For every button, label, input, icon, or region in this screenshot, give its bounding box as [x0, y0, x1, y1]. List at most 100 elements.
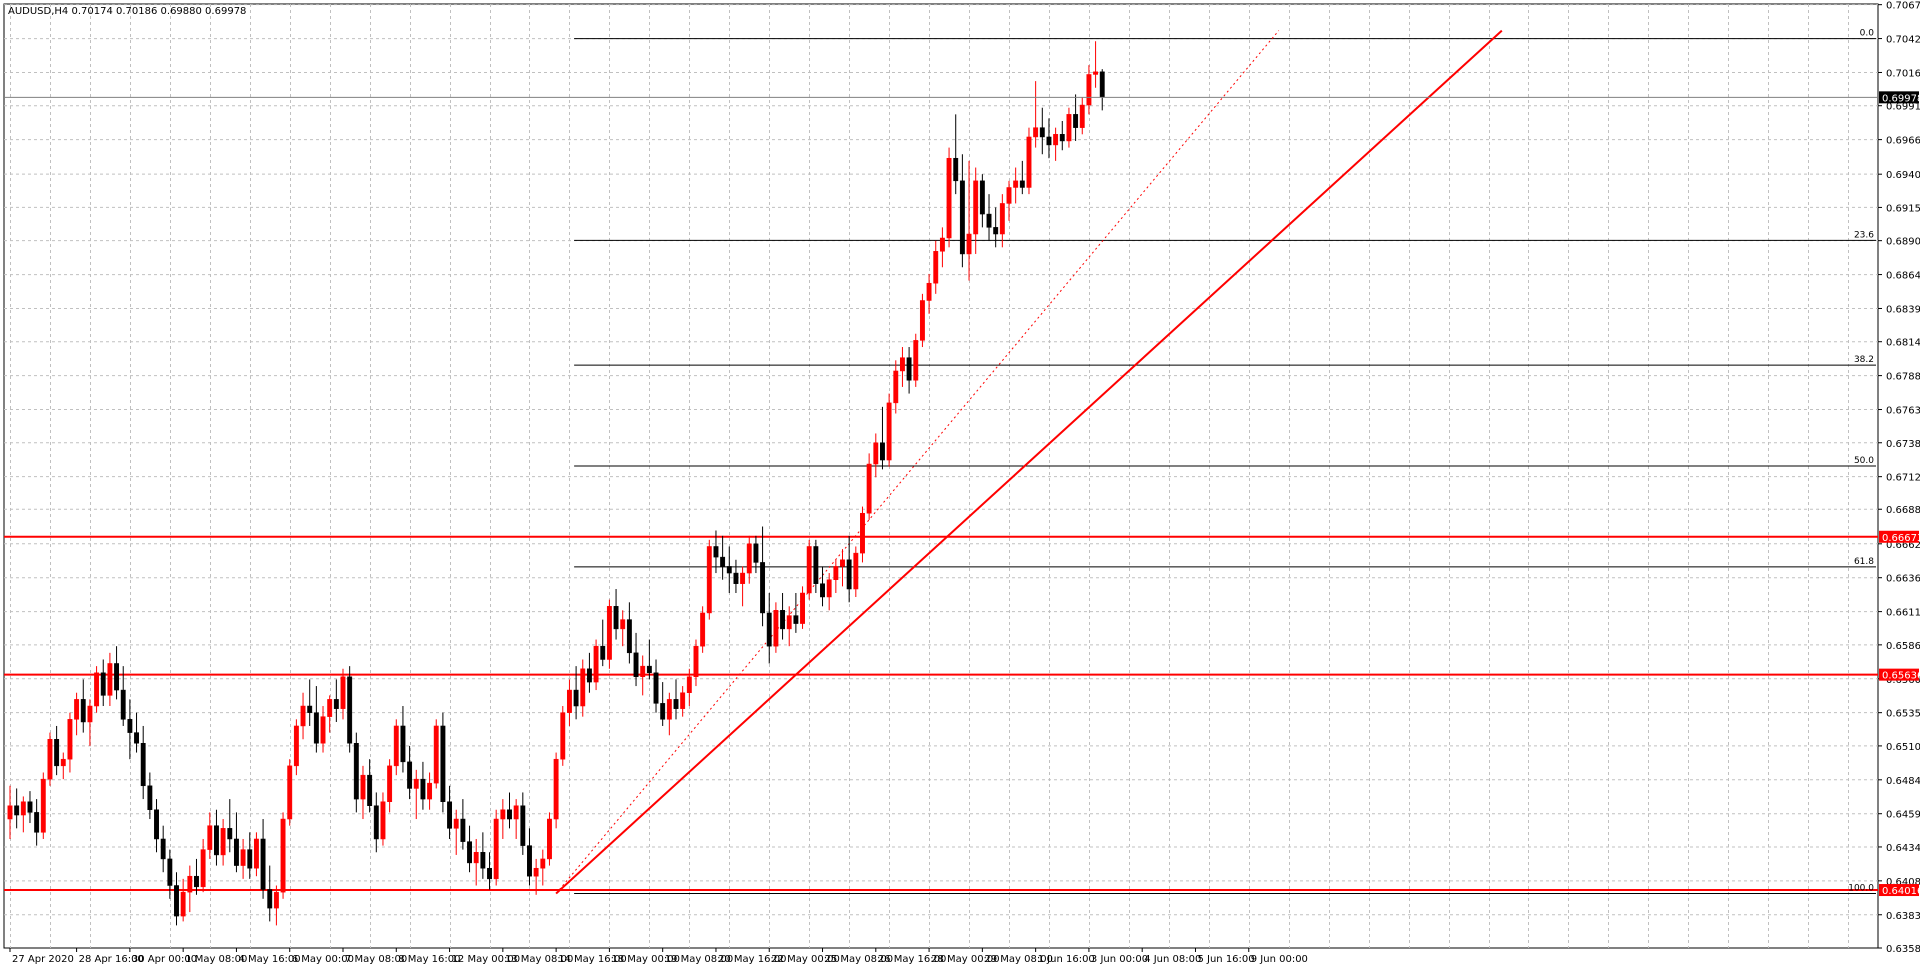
candle — [913, 333, 919, 387]
candle — [1099, 69, 1105, 111]
candle-body — [154, 809, 159, 840]
y-tick-label: 0.68645 — [1886, 271, 1920, 282]
symbol-info-label: AUDUSD,H4 0.70174 0.70186 0.69880 0.6997… — [8, 6, 247, 17]
candle-body — [979, 180, 985, 215]
candle-body — [853, 552, 859, 590]
candle — [613, 589, 619, 640]
trendline[interactable] — [555, 29, 1503, 895]
candle — [393, 719, 399, 776]
candle-body — [327, 699, 333, 717]
candle-body — [866, 463, 872, 514]
candle-body — [586, 668, 592, 683]
candle — [27, 791, 33, 824]
candle-body — [640, 665, 646, 678]
candle — [40, 772, 46, 839]
candle — [733, 559, 739, 594]
candle-body — [633, 652, 639, 678]
candle — [493, 809, 499, 886]
candle-body — [593, 645, 599, 683]
candle — [553, 752, 559, 829]
candle — [1046, 118, 1052, 159]
candle — [706, 539, 712, 620]
candle-body — [280, 818, 286, 893]
trend-line — [555, 29, 1503, 895]
candle — [233, 812, 239, 873]
candle-body — [47, 739, 53, 780]
candle — [473, 838, 479, 886]
candle — [107, 652, 113, 707]
level-price-tag-label: 0.65636 — [1882, 671, 1920, 682]
candle — [114, 646, 120, 700]
candle — [979, 174, 985, 228]
candle-body — [293, 725, 299, 767]
candle-body — [87, 705, 93, 723]
candle — [973, 167, 979, 254]
candle — [320, 706, 326, 753]
y-tick-label: 0.67885 — [1886, 372, 1920, 383]
candle-body — [520, 805, 526, 846]
candle — [760, 526, 766, 627]
y-tick-label: 0.67125 — [1886, 473, 1920, 484]
x-tick-label: 28 Apr 16:00 — [79, 954, 144, 965]
candle — [573, 666, 579, 720]
candle-body — [626, 619, 632, 654]
candle-body — [840, 559, 845, 567]
candle — [580, 659, 586, 717]
current-price-tag — [1879, 91, 1919, 104]
candle — [886, 393, 892, 467]
candle — [307, 679, 313, 726]
candle-body — [660, 703, 666, 720]
fib-level-label: 23.6 — [1854, 230, 1874, 240]
candle-body — [247, 849, 253, 869]
candle-body — [946, 157, 952, 239]
candle — [214, 809, 219, 866]
candle — [1073, 94, 1079, 141]
candle — [1026, 127, 1032, 195]
candle — [60, 752, 66, 780]
candle-body — [427, 782, 433, 800]
candle-body — [220, 828, 226, 856]
candle-body — [120, 689, 126, 720]
candle-body — [313, 712, 319, 744]
candle-body — [480, 852, 486, 869]
candle — [253, 832, 259, 877]
candle-body — [706, 546, 712, 614]
fibonacci-retracement[interactable]: 0.0 23.6 38.2 50.0 61.8 100.0 — [555, 29, 1876, 894]
candle-body — [886, 402, 892, 461]
candle-body — [433, 725, 439, 784]
candle — [653, 659, 659, 713]
candle — [447, 785, 453, 839]
candle-body — [393, 725, 399, 767]
candle-body — [467, 841, 472, 864]
candle-body — [1073, 114, 1079, 128]
candle-body — [14, 805, 20, 816]
candle-body — [260, 838, 266, 890]
candle-body — [214, 825, 219, 856]
candle-body — [913, 340, 919, 381]
candle-body — [966, 233, 972, 255]
candle — [540, 849, 546, 886]
candle-body — [740, 572, 746, 584]
candle-body — [986, 213, 992, 228]
candles — [7, 41, 1105, 926]
x-tick-label: 6 May 00:00 — [292, 954, 354, 965]
candle-body — [80, 699, 86, 723]
candle — [673, 679, 679, 720]
candle — [966, 160, 972, 281]
candle-body — [420, 778, 426, 800]
candle-body — [880, 442, 885, 461]
candle-body — [1013, 180, 1019, 188]
x-tick-label: 4 Jun 08:00 — [1144, 954, 1201, 965]
candle — [660, 682, 666, 726]
candle-body — [507, 809, 512, 820]
candle-body — [1079, 104, 1085, 128]
candle-body — [513, 805, 519, 820]
candle — [440, 712, 446, 813]
